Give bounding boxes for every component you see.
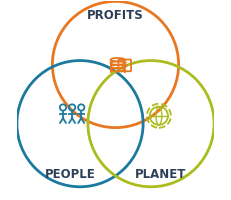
Text: $: $: [122, 62, 127, 68]
Text: PLANET: PLANET: [135, 168, 187, 181]
Text: PEOPLE: PEOPLE: [45, 168, 95, 181]
Text: PROFITS: PROFITS: [87, 9, 144, 22]
